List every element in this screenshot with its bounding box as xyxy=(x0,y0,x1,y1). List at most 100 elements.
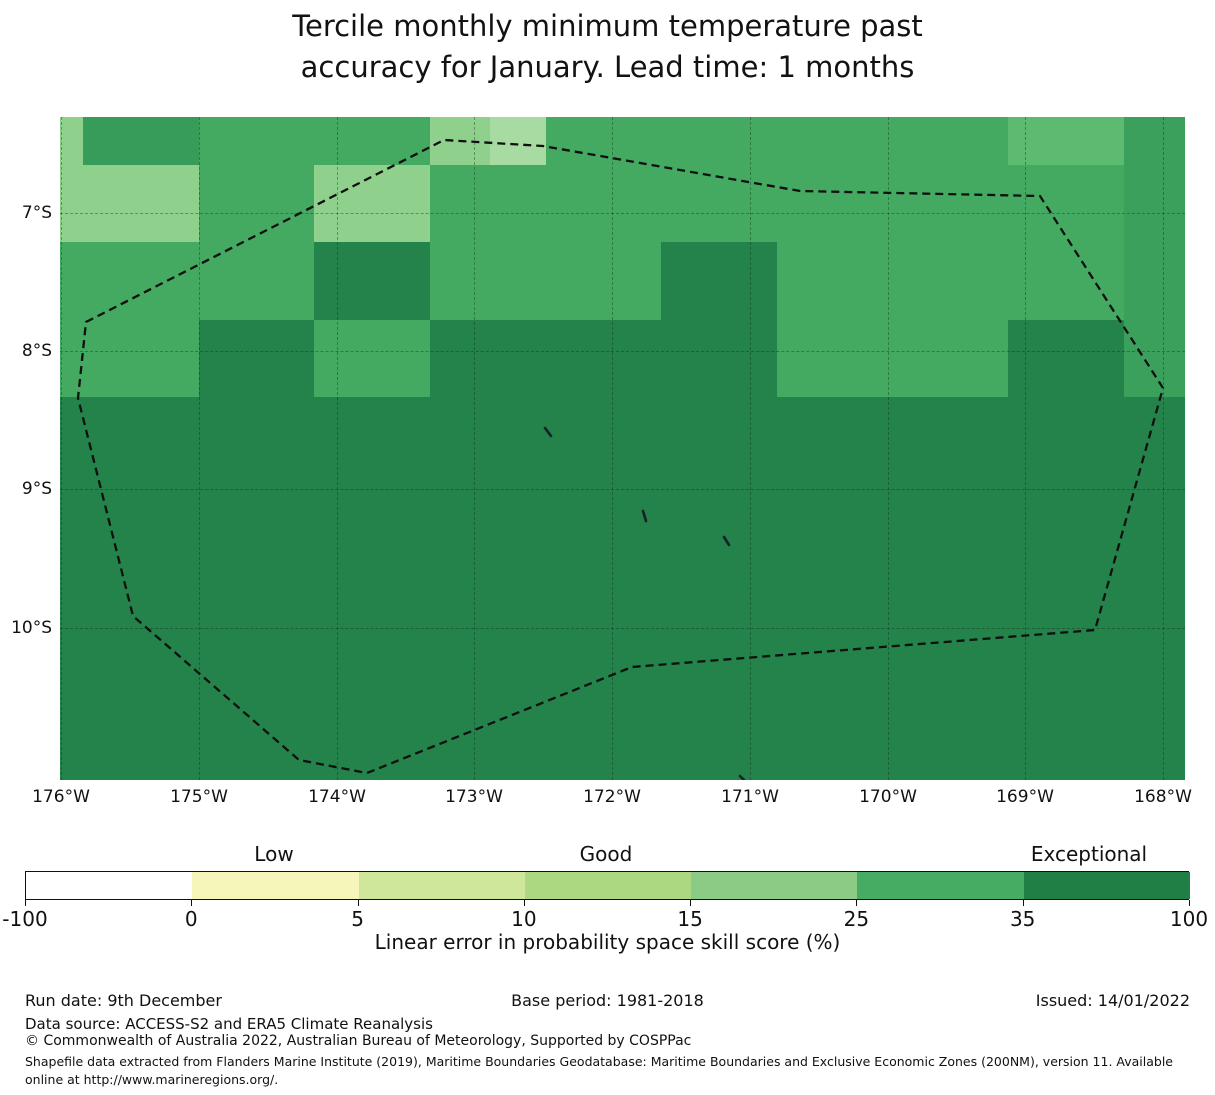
colorbar-category-label: Low xyxy=(254,842,294,866)
latitude-gridline xyxy=(60,351,1185,352)
heatmap-cell xyxy=(893,242,1008,320)
heatmap-cell xyxy=(314,320,430,397)
colorbar-segment xyxy=(857,872,1024,899)
colorbar-tick-label: 0 xyxy=(184,907,198,931)
chart-title-line2: accuracy for January. Lead time: 1 month… xyxy=(300,50,915,84)
latitude-tick-label: 8°S xyxy=(21,341,52,361)
longitude-tick-label: 169°W xyxy=(996,787,1054,807)
colorbar-segment xyxy=(192,872,359,899)
longitude-gridline xyxy=(1163,117,1164,780)
shapefile-note-text: Shapefile data extracted from Flanders M… xyxy=(25,1054,1173,1087)
island-mark xyxy=(543,426,553,438)
heatmap-cell xyxy=(83,242,199,320)
heatmap-cell xyxy=(777,242,893,320)
heatmap-cell xyxy=(1008,320,1124,397)
heatmap-cell xyxy=(1008,117,1124,165)
longitude-gridline xyxy=(337,117,338,780)
colorbar-tick xyxy=(1189,900,1190,906)
colorbar-category-label: Good xyxy=(579,842,633,866)
heatmap-cell xyxy=(1124,320,1185,397)
longitude-tick-label: 173°W xyxy=(445,787,503,807)
colorbar-tick-label: 100 xyxy=(1169,907,1209,931)
heatmap-cell xyxy=(490,117,546,165)
colorbar-axis-label: Linear error in probability space skill … xyxy=(374,930,841,954)
colorbar-tick xyxy=(1022,900,1024,906)
heatmap-cell xyxy=(661,242,777,320)
run-date-text: Run date: 9th December xyxy=(25,991,222,1010)
longitude-tick-label: 171°W xyxy=(721,787,779,807)
latitude-gridline xyxy=(60,489,1185,490)
eez-dashed-boundary xyxy=(76,138,1165,775)
heatmap-cell xyxy=(1008,242,1124,320)
latitude-tick-label: 7°S xyxy=(21,203,52,223)
heatmap-cell xyxy=(199,320,314,397)
latitude-tick-label: 9°S xyxy=(21,479,52,499)
colorbar-tick xyxy=(25,900,26,906)
longitude-gridline xyxy=(1025,117,1026,780)
heatmap-cell xyxy=(661,117,777,165)
longitude-tick-label: 174°W xyxy=(308,787,366,807)
heatmap-cell xyxy=(199,117,314,165)
chart-title: Tercile monthly minimum temperature past… xyxy=(0,6,1215,88)
island-marks xyxy=(543,426,746,780)
longitude-gridline xyxy=(61,117,62,780)
base-period-text: Base period: 1981-2018 xyxy=(511,991,704,1010)
heatmap-cell xyxy=(893,320,1008,397)
longitude-tick-label: 176°W xyxy=(32,787,90,807)
colorbar-tick xyxy=(690,900,692,906)
heatmap-cell xyxy=(1124,117,1185,165)
heatmap-cell xyxy=(777,117,893,165)
colorbar-tick xyxy=(856,900,858,906)
chart-title-line1: Tercile monthly minimum temperature past xyxy=(292,9,923,43)
heatmap-cell xyxy=(83,320,199,397)
heatmap-cell xyxy=(1124,242,1185,320)
colorbar xyxy=(25,871,1190,900)
heatmap-cell xyxy=(546,242,661,320)
island-mark xyxy=(641,509,648,523)
heatmap-cell xyxy=(777,165,893,242)
longitude-gridline xyxy=(474,117,475,780)
latitude-gridline xyxy=(60,628,1185,629)
heatmap-cell xyxy=(60,117,83,165)
longitude-gridline xyxy=(199,117,200,780)
copyright-text: © Commonwealth of Australia 2022, Austra… xyxy=(25,1033,692,1049)
heatmap-cell xyxy=(60,165,83,242)
latitude-tick-label: 10°S xyxy=(11,618,52,638)
data-source-text: Data source: ACCESS-S2 and ERA5 Climate … xyxy=(25,1015,433,1033)
longitude-tick-label: 172°W xyxy=(583,787,641,807)
colorbar-tick-label: 25 xyxy=(843,907,870,931)
colorbar-segment xyxy=(358,872,525,899)
heatmap-cell xyxy=(1124,165,1185,242)
heatmap-cell xyxy=(60,242,83,320)
heatmap-cell xyxy=(83,165,199,242)
colorbar-segment xyxy=(1023,872,1190,899)
heatmap-cell xyxy=(314,165,430,242)
heatmap-cell xyxy=(430,320,546,397)
heatmap-cell xyxy=(777,320,893,397)
heatmap-cell xyxy=(430,165,546,242)
longitude-tick-label: 175°W xyxy=(170,787,228,807)
colorbar-tick-label: 5 xyxy=(351,907,364,931)
colorbar-segment xyxy=(524,872,692,899)
heatmap-cell xyxy=(314,242,430,320)
heatmap-cell xyxy=(546,165,661,242)
heatmap-cell xyxy=(893,165,1008,242)
colorbar-tick-label: 15 xyxy=(677,907,703,931)
longitude-tick-label: 168°W xyxy=(1134,787,1192,807)
longitude-gridline xyxy=(612,117,613,780)
colorbar-tick xyxy=(523,900,525,906)
colorbar-segment xyxy=(26,872,193,899)
heatmap-cell xyxy=(430,242,546,320)
heatmap-cell xyxy=(83,117,199,165)
colorbar-tick-label: -100 xyxy=(2,907,48,931)
heatmap-cell xyxy=(199,165,314,242)
heatmap-cell xyxy=(60,320,83,397)
longitude-gridline xyxy=(888,117,889,780)
latitude-gridline xyxy=(60,213,1185,214)
colorbar-tick xyxy=(357,900,359,906)
eez-boundary-overlay xyxy=(76,138,1165,780)
issued-date-text: Issued: 14/01/2022 xyxy=(1035,991,1190,1010)
colorbar-category-label: Exceptional xyxy=(1030,842,1148,866)
island-mark xyxy=(722,535,731,547)
